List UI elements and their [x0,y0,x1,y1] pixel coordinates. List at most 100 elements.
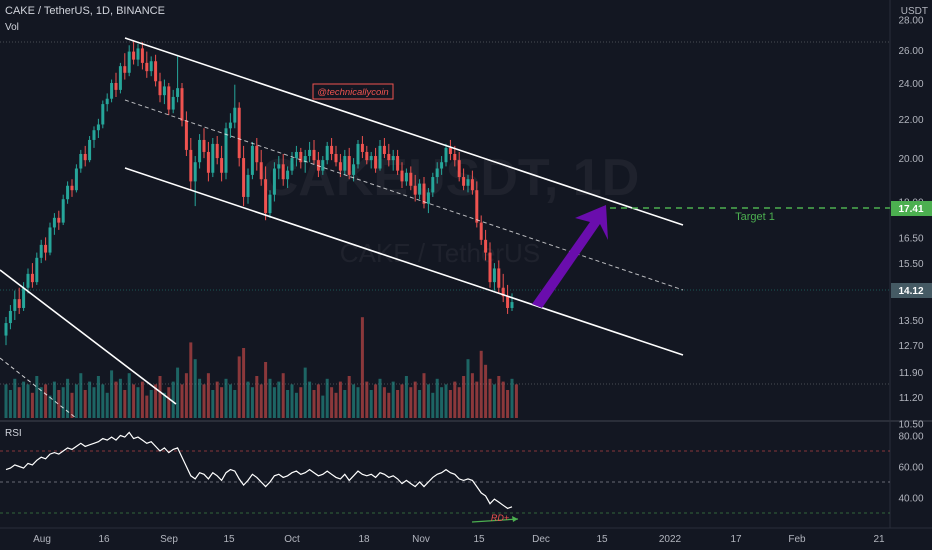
candle [479,215,483,245]
candle [343,149,347,175]
candle [387,143,391,167]
candle [299,147,303,169]
price-tick-label: 26.00 [898,46,923,57]
volume-bar [360,317,364,418]
volume-bar [325,378,329,418]
candle [492,263,496,291]
channel-mid-line[interactable] [124,99,684,291]
price-tick-label: 20.00 [898,154,923,165]
candle [409,166,413,191]
channel-upper-line[interactable] [124,37,684,226]
candle [105,93,109,112]
up-right-arrow-icon[interactable] [532,205,608,308]
time-tick-label: 16 [98,534,110,545]
candle [127,45,131,77]
volume-bar [237,356,241,418]
volume-bar [70,392,74,418]
candle [308,141,312,163]
volume-bar [206,373,210,418]
volume-bar [426,384,430,418]
candle [448,139,452,161]
volume-bar [189,342,193,418]
price-tick-label: 28.00 [898,15,923,26]
volume-bar [391,381,395,418]
candle [440,156,444,175]
volume-bar [378,378,382,418]
time-tick-label: 18 [358,534,370,545]
volume-bar [286,390,290,418]
volume-bar [396,390,400,418]
rsi-tick-label: 80.00 [898,432,923,443]
volume-bar [497,376,501,418]
volume-bar [290,384,294,418]
symbol-watermark-sub: CAKE / TetherUS [340,238,540,268]
volume-bar [343,390,347,418]
volume-bar [162,392,166,418]
candle [215,136,219,165]
symbol-title[interactable]: CAKE / TetherUS, 1D, BINANCE [5,5,165,17]
prior-trend-line[interactable] [0,269,177,405]
volume-bar [92,387,96,418]
volume-bar [242,348,246,418]
candle [484,229,488,261]
volume-bar [74,384,78,418]
candle [391,149,395,171]
candle [470,170,474,195]
volume-bar [413,381,417,418]
price-tick-label: 16.50 [898,233,923,244]
candle [312,139,316,165]
candle [294,145,298,167]
divergence-line [471,518,519,523]
rsi-line [5,431,513,510]
volume-bar [39,387,43,418]
volume-bar [303,367,307,418]
candle [30,263,34,288]
volume-bar [506,390,510,418]
candle [101,100,105,129]
target-price-badge: 17.41 [891,201,932,216]
candle [497,260,501,294]
candle [224,122,228,180]
candle [510,293,514,311]
candle [228,113,232,138]
divergence-label: RD+ [491,513,509,523]
channel-lower-line[interactable] [124,167,684,356]
volume-bar [233,390,237,418]
volume-bar [22,381,26,418]
volume-bar [79,373,83,418]
time-axis[interactable]: Aug 16 Sep 15 Oct 18 Nov 15 Dec 15 2022 17 Feb 21 [33,534,885,545]
prior-trend-mid-line[interactable] [0,357,77,419]
candle [66,181,70,204]
volume-bar [44,384,48,418]
candle [17,287,21,314]
candle [290,151,294,175]
volume-bar [220,387,224,418]
candle [418,179,422,200]
volume-bar [8,390,12,418]
time-tick-label: Oct [284,534,300,545]
volume-bar [418,390,422,418]
volume-bar [457,387,461,418]
last-price-badge: 14.12 [891,283,932,298]
volume-bar [352,384,356,418]
price-tick-label: 13.50 [898,316,923,327]
time-tick-label: 15 [223,534,235,545]
volume-bar [448,390,452,418]
volume-bar [198,378,202,418]
volume-bar [13,378,17,418]
last-price-text: 14.12 [898,286,923,297]
volume-bar [180,384,184,418]
volume-bar [338,381,342,418]
candle [13,290,17,320]
volume-bar [224,378,228,418]
volume-bar [444,384,448,418]
target-price-text: 17.41 [898,204,923,215]
candle [250,141,254,180]
volume-bar [466,359,470,418]
candle [330,137,334,161]
candle [123,53,127,80]
candle [365,145,369,165]
volume-bar [105,392,109,418]
